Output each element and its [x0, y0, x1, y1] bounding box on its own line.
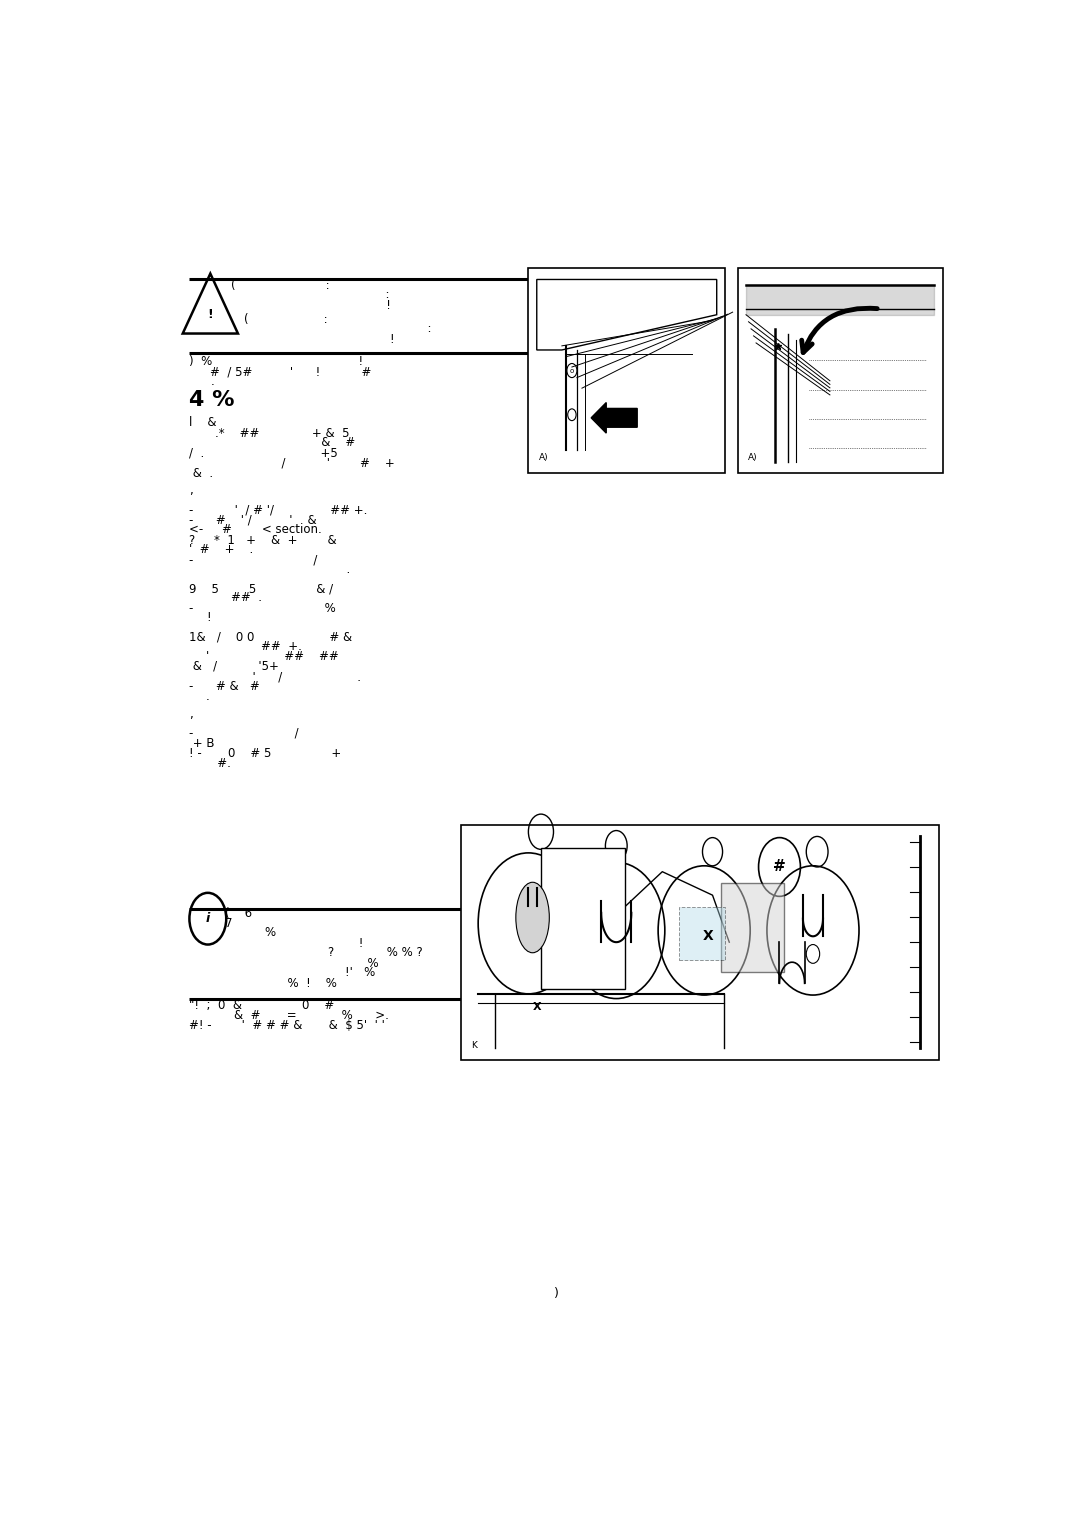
Text: (                        :: ( : — [231, 279, 329, 291]
Text: .: . — [206, 690, 210, 703]
Text: :: : — [273, 288, 390, 301]
Text: -      #    ' /          '    &: - # ' / ' & — [189, 514, 318, 526]
Text: '                    ##    ##: ' ## ## — [206, 650, 339, 664]
Bar — [461, 824, 939, 1059]
Text: 7: 7 — [226, 917, 233, 929]
Text: %  !    %: % ! % — [265, 977, 337, 990]
Text: '      /                    .: ' / . — [215, 670, 361, 684]
Ellipse shape — [516, 882, 550, 952]
Text: ): ) — [554, 1286, 558, 1300]
Text: #  / 5#          '      !           #: # / 5# ' ! # — [211, 366, 372, 378]
Text: (                    :: ( : — [244, 313, 327, 327]
Text: /  .                               +5: / . +5 — [189, 447, 338, 459]
Text: (    6: ( 6 — [226, 908, 253, 920]
Text: ?     *  1   +    &  +        &: ? * 1 + & + & — [189, 534, 337, 546]
Text: #.: #. — [206, 757, 231, 771]
Bar — [738, 267, 943, 473]
Text: !: ! — [206, 612, 211, 624]
Text: X: X — [703, 929, 714, 943]
Text: K: K — [472, 1041, 477, 1050]
FancyArrow shape — [591, 403, 637, 433]
Text: #! -        '  # # # &       &  $ 5'  ' ': #! - ' # # # & & $ 5' ' ' — [189, 1019, 386, 1032]
Text: /           '        #    +: / ' # + — [244, 456, 394, 470]
Text: 4 %: 4 % — [189, 391, 235, 410]
Text: '  #    +    .: ' # + . — [189, 543, 254, 555]
Text: ,: , — [189, 708, 193, 720]
Text: ! -       0    # 5                +: ! - 0 # 5 + — [189, 746, 341, 760]
Text: &   /           '5+: & / '5+ — [189, 659, 280, 673]
Text: -      # &   #: - # & # — [189, 679, 260, 693]
Text: ?              % % ?: ? % % ? — [327, 946, 422, 960]
Text: !: ! — [315, 299, 391, 311]
Text: !: ! — [315, 333, 394, 346]
Text: "!  ;  0  &                0    #: "! ; 0 & 0 # — [189, 1000, 335, 1012]
Text: %: % — [265, 926, 275, 940]
Text: i: i — [205, 913, 210, 925]
Bar — [541, 848, 624, 989]
Text: <-     #        < section.: <- # < section. — [189, 523, 322, 536]
Bar — [679, 906, 725, 960]
Text: X: X — [532, 1001, 541, 1012]
Text: .*    ##              + &  5: .* ## + & 5 — [215, 427, 349, 439]
Text: .: . — [189, 563, 351, 577]
Bar — [721, 884, 784, 972]
Text: &  .: & . — [189, 467, 214, 479]
Text: &    #: & # — [265, 436, 355, 449]
Text: ,: , — [189, 484, 193, 497]
Text: o: o — [570, 368, 575, 374]
Text: %: % — [315, 957, 379, 971]
Text: )  %                                       !: ) % ! — [189, 356, 364, 368]
Text: l    &: l & — [189, 417, 217, 429]
Text: ##  +.: ## +. — [260, 639, 301, 653]
Text: + B: + B — [189, 737, 215, 751]
Text: -                                /: - / — [189, 554, 318, 566]
Text: .: . — [211, 375, 214, 388]
Text: A): A) — [539, 453, 548, 461]
Bar — [528, 267, 725, 473]
Text: !: ! — [207, 308, 213, 320]
Text: !: ! — [265, 937, 363, 949]
Text: !'   %: !' % — [315, 966, 375, 980]
Text: &  #       =            %      >.: & # = % >. — [218, 1009, 389, 1021]
Text: A): A) — [747, 453, 757, 461]
Text: ##  .: ## . — [231, 592, 262, 604]
Text: -                                   %: - % — [189, 601, 336, 615]
Text: -           '  / # '/               ## +.: - ' / # '/ ## +. — [189, 504, 368, 516]
Text: 9    5        5                & /: 9 5 5 & / — [189, 581, 334, 595]
Text: :: : — [315, 322, 431, 336]
Text: 1&   /    0 0                    # &: 1& / 0 0 # & — [189, 630, 352, 642]
Text: -                           /: - / — [189, 726, 299, 740]
Text: #: # — [773, 859, 786, 874]
